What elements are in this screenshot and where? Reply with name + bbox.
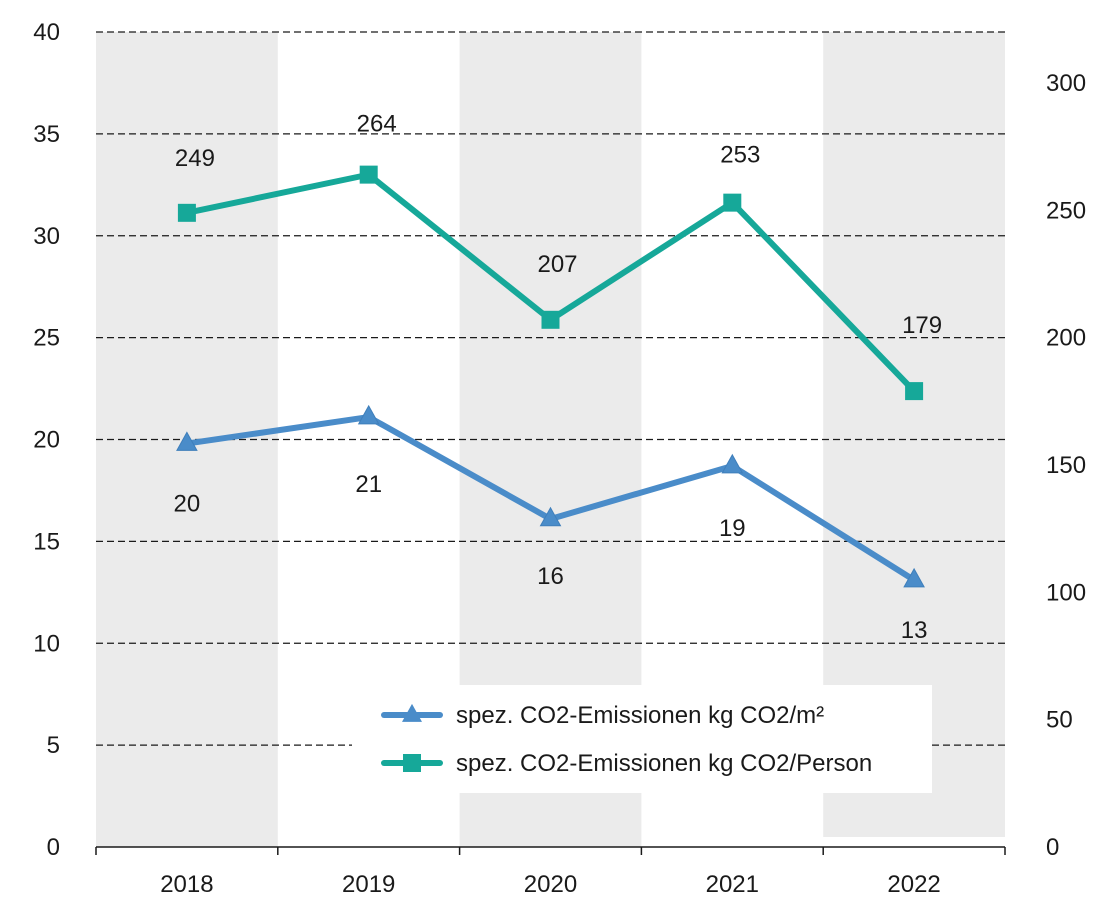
series-lines: 20 21 16 19 13 249 264 207 253 179 <box>174 111 943 644</box>
y-left-tick-label-25: 25 <box>33 325 60 352</box>
x-tick-label-2021: 2021 <box>706 871 759 898</box>
legend: spez. CO2-Emissionen kg CO2/m² spez. CO2-… <box>352 685 932 793</box>
x-tick-label-2022: 2022 <box>887 871 940 898</box>
legend-label-square: spez. CO2-Emissionen kg CO2/Person <box>456 750 872 777</box>
y-left-tick-label-35: 35 <box>33 121 60 148</box>
y-left-tick-label-15: 15 <box>33 528 60 555</box>
y-right-tick-label-50: 50 <box>1046 707 1073 734</box>
y-right-tick-label-0: 0 <box>1046 834 1059 861</box>
marker-square-2019 <box>359 165 378 184</box>
x-tick-label-2019: 2019 <box>342 871 395 898</box>
y-right-tick-label-100: 100 <box>1046 579 1086 606</box>
x-tick-label-2020: 2020 <box>524 871 577 898</box>
data-label-triangle-2021: 19 <box>719 515 746 542</box>
data-label-square-2022: 179 <box>902 312 942 339</box>
legend-box <box>352 685 932 793</box>
y-left-tick-label-40: 40 <box>33 19 60 46</box>
marker-triangle-2019 <box>357 404 380 425</box>
y-left-tick-label-10: 10 <box>33 630 60 657</box>
y-left-tick-label-30: 30 <box>33 223 60 250</box>
legend-marker-square <box>403 754 421 772</box>
marker-square-2018 <box>177 203 196 222</box>
y-right-tick-label-150: 150 <box>1046 452 1086 479</box>
data-label-triangle-2018: 20 <box>174 491 201 518</box>
data-label-triangle-2019: 21 <box>355 471 382 498</box>
y-right-tick-label-200: 200 <box>1046 325 1086 352</box>
data-label-triangle-2022: 13 <box>901 617 928 644</box>
data-label-triangle-2020: 16 <box>537 563 564 590</box>
marker-triangle-2018 <box>176 431 198 451</box>
legend-marker-triangle <box>402 703 422 722</box>
y-left-tick-label-0: 0 <box>47 834 60 861</box>
marker-triangle-2021 <box>721 453 744 474</box>
marker-square-2021 <box>723 193 742 212</box>
marker-square-2022 <box>905 382 924 401</box>
data-label-square-2019: 264 <box>357 111 397 138</box>
x-tick-label-2018: 2018 <box>160 871 213 898</box>
marker-triangle-2022 <box>903 567 925 588</box>
marker-triangle-2020 <box>539 506 562 527</box>
data-label-square-2020: 207 <box>537 251 577 278</box>
marker-square-2020 <box>541 310 560 329</box>
data-label-square-2021: 253 <box>720 142 760 169</box>
axes: 2018 2019 2020 2021 202205101520253035400501… <box>33 19 1086 898</box>
y-left-tick-label-20: 20 <box>33 427 60 454</box>
y-right-tick-label-250: 250 <box>1046 197 1086 224</box>
y-left-tick-label-5: 5 <box>47 732 60 759</box>
y-right-tick-label-300: 300 <box>1046 70 1086 97</box>
legend-label-triangle: spez. CO2-Emissionen kg CO2/m² <box>456 702 824 729</box>
data-label-square-2018: 249 <box>175 145 215 172</box>
